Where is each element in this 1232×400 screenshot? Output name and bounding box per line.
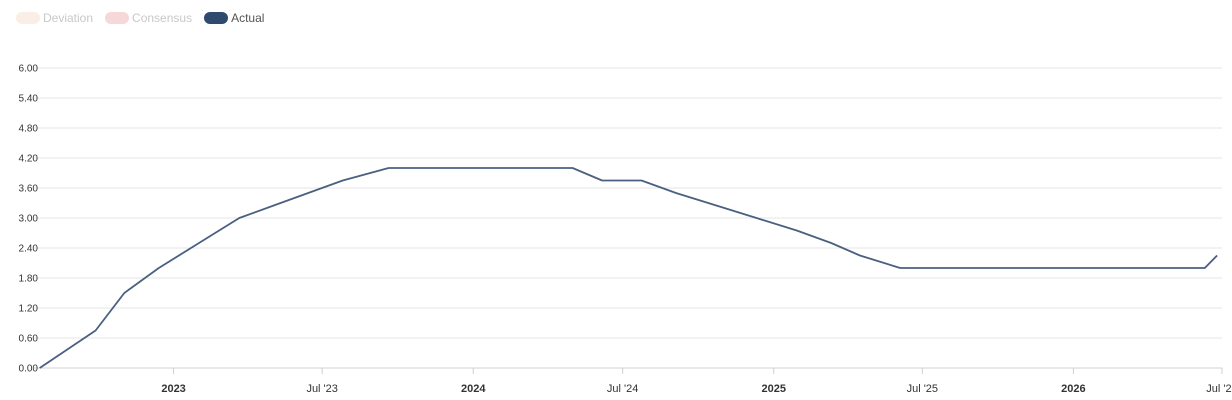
y-tick-label: 3.60 xyxy=(19,184,39,195)
data-point[interactable] xyxy=(37,365,43,371)
data-point[interactable] xyxy=(1133,265,1139,271)
series-line-actual[interactable] xyxy=(39,167,1218,369)
data-point[interactable] xyxy=(673,190,679,196)
y-tick-label: 2.40 xyxy=(19,244,39,255)
legend-swatch-deviation xyxy=(16,12,40,24)
data-point[interactable] xyxy=(570,165,576,171)
data-point[interactable] xyxy=(1018,265,1024,271)
legend-item-deviation[interactable]: Deviation xyxy=(16,11,93,25)
data-point[interactable] xyxy=(1167,265,1173,271)
y-axis-ticks: 0.00 0.60 1.20 1.80 2.40 3.00 3.60 4.20 4.80 5.40… xyxy=(19,64,39,375)
data-point[interactable] xyxy=(639,178,645,184)
data-point[interactable] xyxy=(420,165,426,171)
legend-label-actual: Actual xyxy=(231,11,265,25)
x-axis-ticks: 2023 Jul '23 2024 Jul '24 2025 Jul '25 2026 Jul… xyxy=(161,368,1232,395)
data-point[interactable] xyxy=(1093,265,1099,271)
data-point[interactable] xyxy=(236,215,242,221)
data-point[interactable] xyxy=(340,178,346,184)
chart-legend: Deviation Consensus Actual xyxy=(16,11,276,25)
data-point[interactable] xyxy=(156,265,162,271)
x-tick-label: Jul '24 xyxy=(607,383,638,395)
data-point[interactable] xyxy=(93,328,99,334)
data-point[interactable] xyxy=(897,265,903,271)
x-tick-label: 2025 xyxy=(761,383,785,395)
y-tick-label: 5.40 xyxy=(19,94,39,105)
data-point[interactable] xyxy=(121,290,127,296)
data-point[interactable] xyxy=(455,165,461,171)
data-point[interactable] xyxy=(196,240,202,246)
y-tick-label: 6.00 xyxy=(19,64,39,75)
data-point[interactable] xyxy=(495,165,501,171)
legend-label-deviation: Deviation xyxy=(43,11,94,25)
legend-item-actual[interactable]: Actual xyxy=(204,11,264,25)
x-tick-label: Jul '23 xyxy=(306,383,337,395)
legend-swatch-actual xyxy=(204,12,229,24)
grid-lines xyxy=(34,67,1222,369)
y-tick-label: 0.60 xyxy=(19,334,39,345)
data-point[interactable] xyxy=(943,265,949,271)
data-point[interactable] xyxy=(599,178,605,184)
legend-item-consensus[interactable]: Consensus xyxy=(105,11,192,25)
data-point[interactable] xyxy=(857,253,863,259)
data-point[interactable] xyxy=(271,203,277,209)
data-point[interactable] xyxy=(794,228,800,234)
legend-swatch-consensus xyxy=(105,12,130,24)
data-point[interactable] xyxy=(1214,253,1220,259)
x-tick-label: 2024 xyxy=(461,383,486,395)
x-tick-label: Jul '25 xyxy=(907,383,938,395)
y-tick-label: 4.20 xyxy=(19,154,39,165)
data-point[interactable] xyxy=(828,240,834,246)
x-tick-label: Jul '26 xyxy=(1206,383,1232,395)
data-point[interactable] xyxy=(386,165,392,171)
y-tick-label: 4.80 xyxy=(19,124,39,135)
data-point[interactable] xyxy=(1202,265,1208,271)
y-tick-label: 0.00 xyxy=(19,364,39,375)
data-point[interactable] xyxy=(1052,265,1058,271)
data-point[interactable] xyxy=(713,203,719,209)
x-tick-label: 2023 xyxy=(161,383,185,395)
legend-label-consensus: Consensus xyxy=(132,11,193,25)
data-point[interactable] xyxy=(535,165,541,171)
data-point[interactable] xyxy=(753,215,759,221)
data-point[interactable] xyxy=(983,265,989,271)
y-tick-label: 3.00 xyxy=(19,214,39,225)
x-tick-label: 2026 xyxy=(1061,383,1085,395)
data-point[interactable] xyxy=(305,190,311,196)
y-tick-label: 1.20 xyxy=(19,304,39,315)
series-layer xyxy=(37,165,1220,371)
y-tick-label: 1.80 xyxy=(19,274,39,285)
